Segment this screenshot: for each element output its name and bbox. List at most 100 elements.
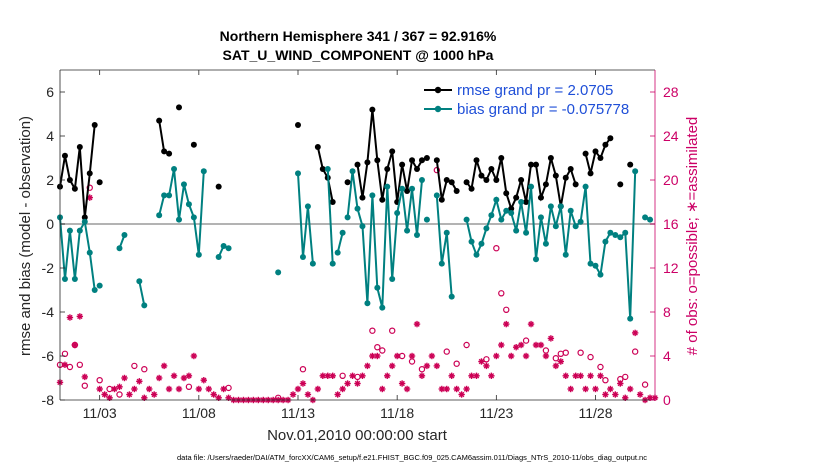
rmse-point-13-4 xyxy=(602,141,609,148)
bias-point-13-2 xyxy=(473,251,480,258)
obs-possible-point-12 xyxy=(185,383,193,390)
obs-assimilated-point-30 xyxy=(210,391,217,398)
obs-assimilated-stroke xyxy=(77,313,83,320)
bias-point-13-30 xyxy=(612,232,619,238)
obs-assimilated-point-26 xyxy=(190,352,198,360)
bias-point-4-9 xyxy=(200,168,207,175)
obs-assimilated-stroke xyxy=(503,321,509,327)
obs-assimilated-point-15 xyxy=(136,378,143,385)
obs-assimilated-stroke xyxy=(602,391,609,398)
bias-point-13-11 xyxy=(518,199,525,205)
bias-point-13-4 xyxy=(483,225,490,232)
obs-assimilated-point-101 xyxy=(562,372,569,379)
obs-assimilated-stroke xyxy=(473,373,480,379)
bias-point-10-4 xyxy=(364,300,371,307)
obs-assimilated-point-66 xyxy=(389,362,396,370)
obs-possible-point-10 xyxy=(131,362,138,370)
obs-assimilated-stroke xyxy=(290,391,296,398)
y-tick-label-5: 2 xyxy=(46,172,54,188)
obs-assimilated-stroke xyxy=(528,321,534,327)
obs-assimilated-stroke xyxy=(196,386,202,392)
obs-possible-point-38 xyxy=(577,349,584,356)
obs-possible-point-41 xyxy=(602,377,609,384)
rmse-point-12-6 xyxy=(493,177,500,183)
obs-assimilated-point-27 xyxy=(195,385,203,393)
rmse-point-12-16 xyxy=(542,181,549,188)
bias-point-4-0 xyxy=(156,212,163,219)
obs-assimilated-point-89 xyxy=(503,320,510,328)
obs-assimilated-point-12 xyxy=(121,374,128,382)
rmse-point-12-20 xyxy=(562,174,569,181)
obs-assimilated-stroke xyxy=(424,363,430,369)
rmse-point-0-6 xyxy=(86,170,93,177)
y-right-tick-label-3: 12 xyxy=(663,260,679,276)
obs-assimilated-stroke xyxy=(220,386,227,392)
obs-assimilated-point-11 xyxy=(116,383,123,390)
bias-point-9-1 xyxy=(339,229,346,236)
obs-assimilated-point-86 xyxy=(488,372,495,379)
rmse-point-11-2 xyxy=(443,177,450,183)
obs-assimilated-point-71 xyxy=(413,320,421,328)
obs-assimilated-stroke xyxy=(210,391,217,398)
obs-assimilated-point-102 xyxy=(567,385,574,393)
obs-assimilated-stroke xyxy=(409,353,415,359)
y-axis-label-right: # of obs: o=possible; ∗=assimilated xyxy=(684,117,701,356)
rmse-point-12-22 xyxy=(572,181,579,188)
obs-assimilated-point-116 xyxy=(636,391,644,398)
rmse-point-9-13 xyxy=(418,157,425,164)
obs-assimilated-stroke xyxy=(587,373,594,379)
obs-assimilated-point-85 xyxy=(483,362,490,370)
obs-assimilated-stroke xyxy=(349,373,356,379)
bias-point-0-6 xyxy=(86,249,93,256)
obs-assimilated-point-83 xyxy=(473,372,480,379)
obs-assimilated-stroke xyxy=(67,314,73,321)
obs-assimilated-stroke xyxy=(453,386,460,392)
bias-point-10-7 xyxy=(379,304,386,311)
obs-assimilated-point-98 xyxy=(547,335,555,342)
bias-point-3-1 xyxy=(141,302,148,309)
bias-point-10-1 xyxy=(349,168,356,175)
obs-assimilated-stroke xyxy=(617,380,624,387)
obs-assimilated-stroke xyxy=(414,321,420,327)
legend-rmse-marker xyxy=(434,86,442,94)
obs-assimilated-stroke xyxy=(359,373,366,379)
rmse-point-5-0 xyxy=(215,183,222,190)
obs-assimilated-point-100 xyxy=(557,358,564,365)
obs-assimilated-stroke xyxy=(206,386,212,392)
bias-point-0-2 xyxy=(66,227,73,234)
obs-possible-point-20 xyxy=(379,347,386,354)
rmse-point-0-1 xyxy=(61,152,68,159)
rmse-point-9-0 xyxy=(354,161,361,168)
obs-assimilated-stroke xyxy=(87,194,93,201)
obs-assimilated-stroke xyxy=(116,384,123,390)
obs-assimilated-point-77 xyxy=(443,385,450,393)
obs-assimilated-stroke xyxy=(339,386,346,392)
y-right-tick-label-5: 20 xyxy=(663,172,679,188)
obs-assimilated-stroke xyxy=(647,395,653,401)
rmse-point-9-9 xyxy=(399,161,406,168)
obs-assimilated-stroke xyxy=(201,377,207,383)
bias-line-segment-12 xyxy=(435,195,453,297)
x-tick-label-2: 11/13 xyxy=(281,405,315,421)
obs-count-markers xyxy=(56,166,659,404)
y-tick-label-2: -4 xyxy=(42,304,55,320)
bias-point-10-14 xyxy=(414,232,420,238)
rmse-point-4-0 xyxy=(190,141,197,148)
y-tick-label-6: 4 xyxy=(46,128,54,144)
bias-point-13-17 xyxy=(547,203,554,210)
obs-assimilated-stroke xyxy=(627,386,633,392)
bias-point-4-4 xyxy=(176,216,182,223)
obs-assimilated-point-65 xyxy=(384,372,391,379)
tick-labels: 11/03 11/08 11/13 11/18 11/23 11/28 -8 -6 -4 -2 0 2… xyxy=(42,84,679,421)
obs-assimilated-point-52 xyxy=(319,372,326,379)
obs-assimilated-stroke xyxy=(72,342,78,348)
rmse-point-9-11 xyxy=(409,157,416,164)
rmse-point-9-10 xyxy=(404,188,411,194)
obs-assimilated-point-88 xyxy=(498,341,505,349)
obs-assimilated-point-59 xyxy=(354,380,361,387)
bias-point-13-19 xyxy=(557,203,564,210)
bias-line-segment-10 xyxy=(346,171,423,308)
obs-assimilated-stroke xyxy=(111,386,118,392)
obs-assimilated-point-29 xyxy=(205,385,212,393)
rmse-point-12-0 xyxy=(463,179,470,186)
